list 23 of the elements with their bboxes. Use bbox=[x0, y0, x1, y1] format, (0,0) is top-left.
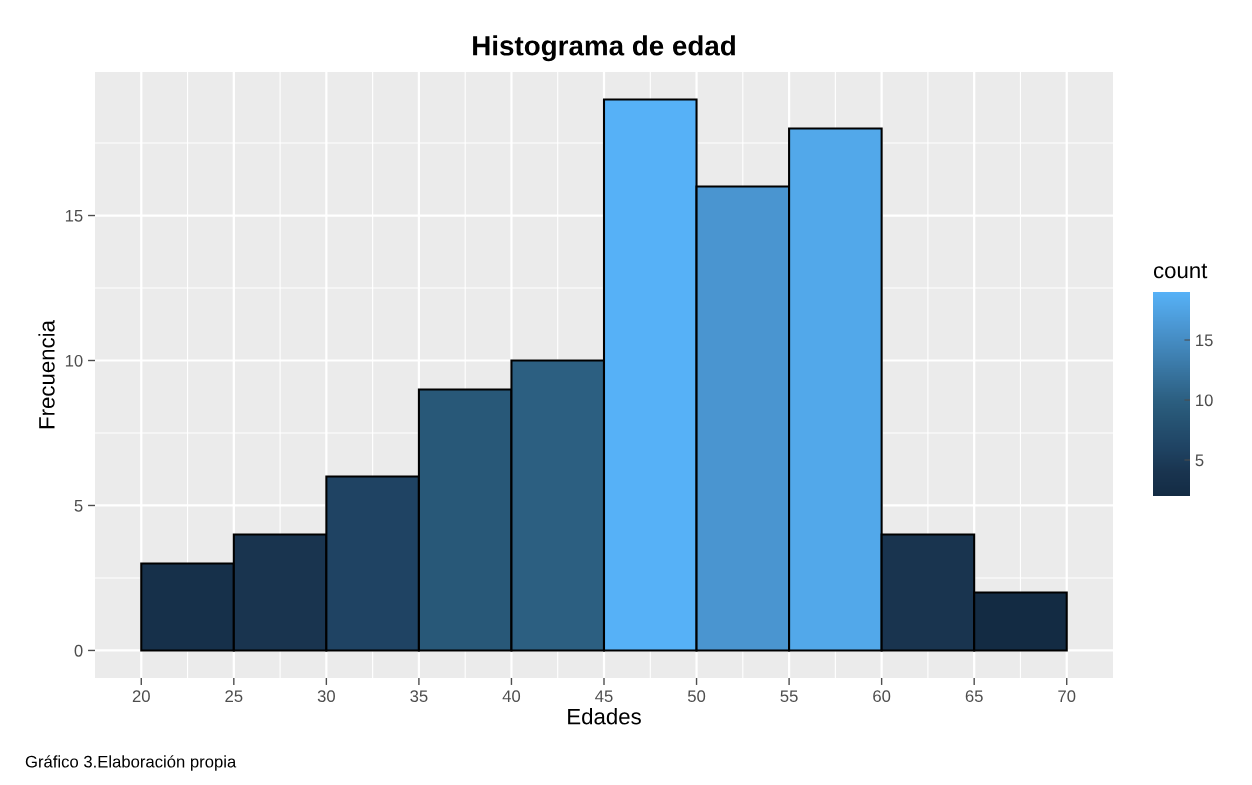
color-bar-label: 10 bbox=[1196, 394, 1213, 407]
x-tick-label: 45 bbox=[595, 690, 613, 703]
y-tick-label: 15 bbox=[65, 210, 83, 222]
text: Gráfico 3.Elaboración propia bbox=[25, 755, 237, 771]
x-tick-label: 30 bbox=[317, 690, 335, 703]
y-tick-label: 5 bbox=[74, 500, 83, 512]
x-tick-label: 20 bbox=[132, 690, 150, 703]
chart-title: Histograma de edad bbox=[473, 35, 735, 62]
color-bar-label: 5 bbox=[1195, 454, 1204, 467]
color-bar-label: 15 bbox=[1196, 334, 1213, 347]
x-tick-label: 25 bbox=[225, 690, 243, 703]
y-axis-title: Frecuencia bbox=[38, 320, 55, 429]
x-tick-label: 60 bbox=[873, 690, 891, 703]
color-bar-title: count bbox=[1153, 263, 1208, 279]
y-tick-label: 0 bbox=[74, 644, 83, 657]
x-tick-label: 55 bbox=[780, 690, 798, 703]
x-tick-label: 65 bbox=[965, 690, 983, 703]
x-tick-label: 40 bbox=[502, 690, 521, 703]
x-tick-label: 70 bbox=[1058, 690, 1076, 703]
x-tick-label: 35 bbox=[410, 690, 428, 703]
x-axis-title: Edades bbox=[568, 708, 641, 725]
x-tick-label: 50 bbox=[687, 690, 706, 703]
y-tick-label: 10 bbox=[65, 354, 83, 367]
